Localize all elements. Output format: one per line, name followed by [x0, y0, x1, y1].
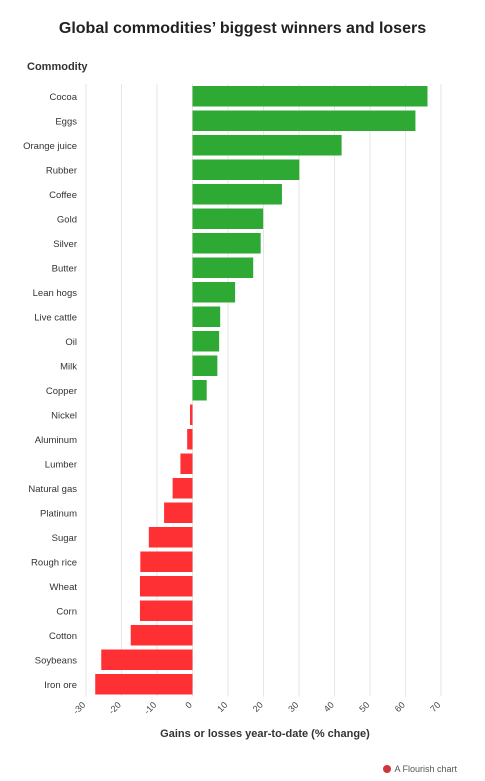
- category-label: Silver: [53, 239, 77, 250]
- x-tick-label: 70: [428, 700, 442, 714]
- category-label: Coffee: [49, 190, 77, 201]
- flourish-logo-icon: [383, 765, 392, 773]
- bar: [148, 527, 193, 548]
- bar: [192, 306, 221, 327]
- credit-label: A Flourish chart: [394, 764, 457, 774]
- bar: [101, 649, 193, 670]
- category-label: Natural gas: [28, 484, 77, 495]
- x-tick-label: 50: [357, 700, 371, 714]
- category-label: Nickel: [51, 410, 77, 421]
- bar: [190, 404, 193, 425]
- category-label: Lean hogs: [33, 288, 78, 299]
- bar: [172, 478, 193, 499]
- bar: [130, 625, 193, 646]
- bar: [192, 257, 254, 278]
- x-tick-label: -10: [142, 700, 158, 716]
- category-label: Rough rice: [31, 557, 77, 568]
- bar: [187, 429, 193, 450]
- category-label: Gold: [57, 214, 77, 225]
- chart-title: Global commodities’ biggest winners and …: [58, 20, 427, 37]
- bar: [180, 453, 193, 474]
- category-label: Soybeans: [35, 655, 78, 666]
- x-tick-label: -20: [107, 700, 123, 716]
- category-label: Lumber: [45, 459, 77, 470]
- x-axis-title: Gains or losses year-to-date (% change): [160, 728, 370, 740]
- bar: [192, 110, 416, 131]
- category-label: Cotton: [49, 631, 77, 642]
- x-tick-label: -30: [71, 700, 87, 716]
- category-label: Rubber: [46, 165, 77, 176]
- category-label: Sugar: [52, 533, 77, 544]
- bar: [192, 135, 342, 156]
- category-label: Aluminum: [35, 435, 77, 446]
- category-label: Cocoa: [50, 92, 78, 103]
- x-tick-label: 30: [286, 700, 300, 714]
- bar: [192, 380, 207, 401]
- category-label: Iron ore: [44, 680, 77, 691]
- bar: [192, 331, 220, 352]
- bar: [192, 208, 264, 229]
- y-axis-title: Commodity: [27, 61, 88, 73]
- bar: [164, 502, 193, 523]
- flourish-credit-link[interactable]: A Flourish chart: [383, 764, 457, 774]
- category-label: Copper: [46, 386, 77, 397]
- x-tick-label: 10: [215, 700, 229, 714]
- bar: [192, 184, 282, 205]
- bar: [140, 551, 193, 572]
- x-tick-label: 60: [393, 700, 407, 714]
- category-label: Milk: [60, 361, 77, 372]
- category-label: Butter: [52, 263, 77, 274]
- category-label: Orange juice: [23, 141, 77, 152]
- category-label: Corn: [56, 606, 77, 617]
- x-tick-label: 20: [251, 700, 265, 714]
- category-label: Wheat: [50, 582, 78, 593]
- category-label: Live cattle: [34, 312, 77, 323]
- bar: [95, 674, 193, 695]
- bar: [139, 600, 193, 621]
- category-label: Eggs: [55, 116, 77, 127]
- bar: [192, 86, 428, 107]
- x-tick-label: 0: [183, 700, 194, 711]
- bar: [192, 282, 236, 303]
- bar: [192, 159, 300, 180]
- category-label: Platinum: [40, 508, 77, 519]
- x-tick-label: 40: [322, 700, 336, 714]
- bar: [139, 576, 193, 597]
- category-label: Oil: [65, 337, 77, 348]
- bar: [192, 233, 261, 254]
- bar: [192, 355, 218, 376]
